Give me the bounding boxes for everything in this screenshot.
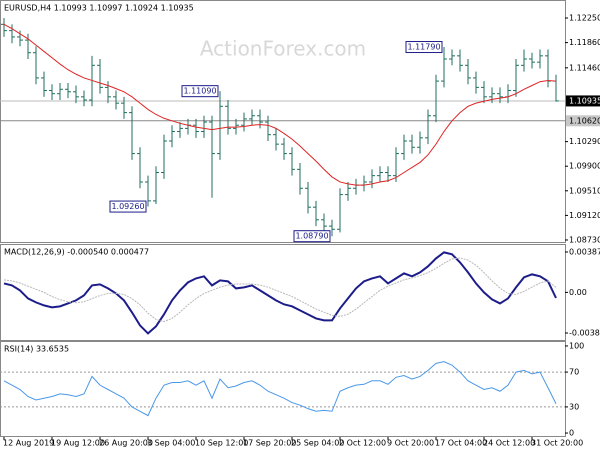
indicator-line	[3, 257, 557, 323]
y-tick-label: 0.003876	[569, 247, 600, 256]
level-box	[566, 115, 600, 127]
indicator-line	[3, 251, 557, 335]
x-tick-label: 31 Oct 20:00	[531, 439, 583, 448]
annotation-label: 1.08790	[295, 232, 328, 241]
title-bg	[2, 2, 196, 13]
panel-frame	[0, 0, 566, 243]
annotation-box	[405, 41, 443, 54]
y-tick-label: 30	[569, 402, 579, 411]
panel-title: EURUSD,H4 1.10993 1.10997 1.10924 1.1093…	[4, 4, 194, 13]
current-price-label: 1.10935	[569, 96, 600, 105]
watermark: ActionForex.com	[200, 37, 366, 61]
x-tick-label: 17 Sep 20:00	[243, 439, 296, 448]
annotation-label: 1.11790	[407, 43, 440, 52]
y-tick-label: 100	[569, 341, 584, 350]
current-price-box	[566, 95, 600, 107]
x-tick-label: 26 Aug 20:00	[99, 439, 153, 448]
y-tick-label: 1.11460	[569, 63, 600, 72]
panel-title: RSI(14) 33.6535	[4, 345, 69, 354]
x-tick-label: 3 Sep 04:00	[147, 439, 195, 448]
y-tick-label: 1.09900	[569, 162, 600, 171]
y-tick-label: 1.12250	[569, 14, 600, 23]
y-tick-label: -0.003899	[569, 329, 600, 338]
annotation-box	[293, 230, 331, 243]
y-tick-label: 0	[569, 429, 574, 438]
x-tick-label: 9 Oct 20:00	[387, 439, 434, 448]
y-tick-label: 1.10290	[569, 137, 600, 146]
x-tick-label: 12 Aug 2019	[3, 439, 54, 448]
y-tick-label: 1.09120	[569, 211, 600, 220]
annotation-box	[109, 200, 147, 213]
title-bg	[2, 343, 72, 354]
annotation-label: 1.09260	[111, 202, 144, 211]
x-tick-label: 17 Oct 04:00	[435, 439, 487, 448]
y-tick-label: 70	[569, 368, 579, 377]
x-tick-label: 24 Oct 12:00	[483, 439, 535, 448]
y-tick-label: 1.11860	[569, 38, 600, 47]
indicator-line	[3, 361, 557, 417]
annotation-box	[181, 85, 219, 98]
y-tick-label: 1.08730	[569, 235, 600, 244]
annotation-label: 1.11090	[183, 87, 216, 96]
x-tick-label: 25 Sep 04:00	[291, 439, 344, 448]
level-label: 1.10620	[569, 116, 600, 125]
moving-average	[3, 23, 557, 186]
y-tick-label: 0.00	[569, 288, 587, 297]
x-tick-label: 19 Aug 12:00	[51, 439, 105, 448]
panel-title: MACD(12,26,9) -0.000540 0.000477	[4, 248, 149, 257]
y-tick-label: 1.09510	[569, 186, 600, 195]
x-tick-label: 10 Sep 12:00	[195, 439, 248, 448]
x-tick-label: 2 Oct 12:00	[339, 439, 386, 448]
panel-frame	[0, 341, 566, 437]
title-bg	[2, 246, 152, 257]
